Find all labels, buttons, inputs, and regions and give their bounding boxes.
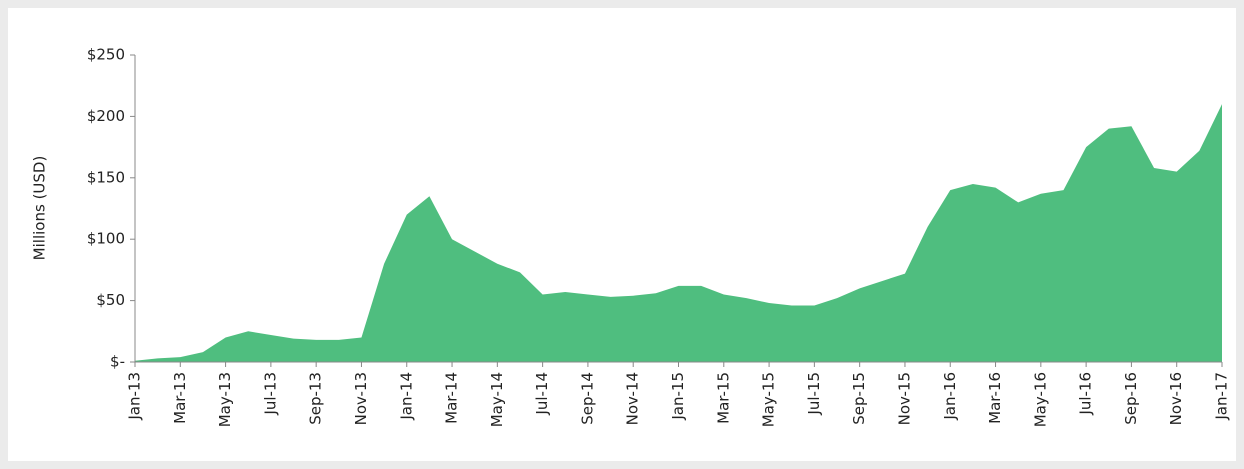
x-tick-label: Jan-14 [397,372,415,421]
x-tick-label: Sep-13 [307,372,325,425]
x-tick-label: Nov-15 [895,372,913,425]
x-tick-label: May-16 [1031,372,1049,427]
x-tick-label: Nov-13 [352,372,370,425]
y-tick-label: $250 [87,46,125,64]
x-tick-label: Nov-14 [624,372,642,425]
y-tick-label: $50 [96,291,125,309]
x-tick-label: Jul-13 [261,372,279,416]
x-tick-label: Jan-15 [669,372,687,421]
x-tick-label: Mar-14 [443,372,461,424]
x-tick-label: Jul-16 [1077,372,1095,416]
x-tick-label: Jul-14 [533,372,551,416]
x-tick-label: Mar-15 [714,372,732,424]
x-tick-label: Jan-16 [941,372,959,421]
x-tick-label: May-15 [760,372,778,427]
x-tick-label: Mar-13 [171,372,189,424]
x-tick-label: Sep-14 [578,372,596,425]
x-tick-label: Jan-13 [126,372,144,421]
x-tick-label: Mar-16 [986,372,1004,424]
x-tick-label: Sep-15 [850,372,868,425]
y-tick-label: $- [110,353,125,371]
area [135,104,1222,363]
x-tick-label: Jul-15 [805,372,823,416]
x-tick-label: Nov-16 [1167,372,1185,425]
y-axis-label: Millions (USD) [31,156,49,261]
x-tick-label: Sep-16 [1122,372,1140,425]
y-tick-label: $150 [87,168,125,186]
x-tick-label: Jan-17 [1213,372,1231,421]
x-tick-label: May-14 [488,372,506,427]
x-tick-label: May-13 [216,372,234,427]
y-tick-label: $100 [87,230,125,248]
y-tick-label: $200 [87,107,125,125]
